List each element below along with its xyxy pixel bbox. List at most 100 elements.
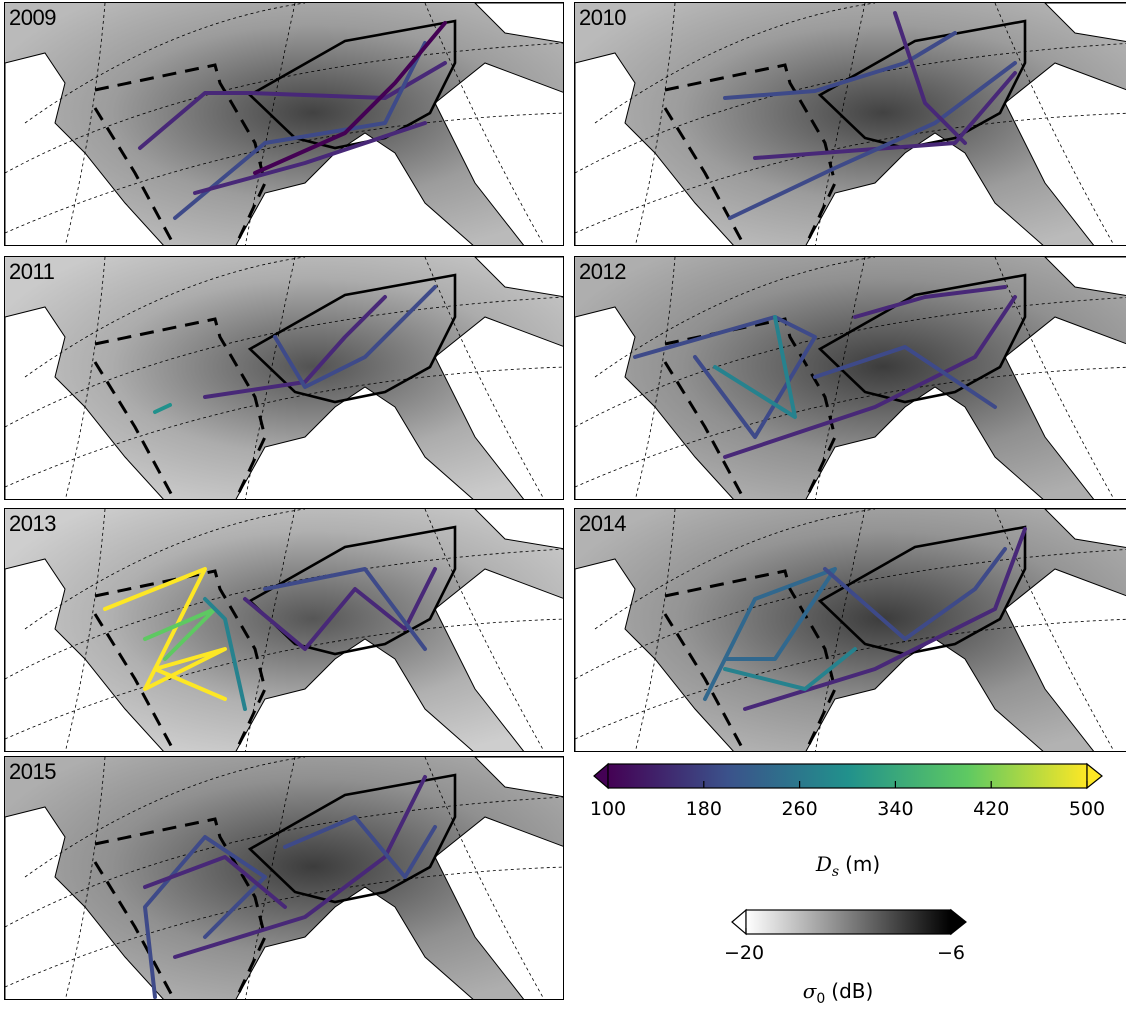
panel-year-label: 2015 [9, 759, 56, 784]
land-mask-archipelago [235, 886, 474, 999]
floe-size-track [743, 527, 1027, 711]
map-panel-2013: 2013 [4, 508, 564, 752]
dashed-region-boundary [94, 569, 267, 751]
ds-tick-label: 340 [877, 798, 913, 820]
graticule [575, 509, 1126, 751]
land-mask-archipelago [805, 386, 1044, 499]
ds-colorbar-bar [607, 763, 1088, 789]
ds-label: Ds (m) [815, 852, 880, 880]
dashed-region-boundary [94, 817, 267, 999]
panel-year-label: 2011 [9, 259, 55, 284]
land-mask-east [1004, 62, 1126, 245]
legend-area: 100 180 260 340 420 500 Ds (m) −20 −6 σ0 (dB) [574, 753, 1126, 1009]
ds-tick-label: 500 [1069, 798, 1105, 820]
floe-size-track [253, 21, 447, 175]
floe-size-track [283, 815, 437, 879]
land-mask-archipelago [805, 132, 1044, 245]
panel-year-label: 2013 [9, 511, 56, 536]
solid-region-boundary [247, 273, 457, 404]
graticule [575, 3, 1126, 245]
land-mask-east [434, 62, 563, 245]
floe-size-track [723, 647, 857, 691]
ds-tick-label: 180 [686, 798, 722, 820]
floe-size-track [173, 41, 427, 220]
dashed-region-west-edge [93, 613, 176, 751]
solid-region-boundary [247, 773, 457, 904]
dashed-region-west-edge [663, 613, 746, 751]
floe-size-track [143, 835, 267, 999]
floe-size-track [243, 567, 437, 651]
sigma-colorbar-extend-right [950, 908, 967, 936]
land-mask-archipelago [235, 638, 474, 751]
dashed-region-boundary [94, 63, 267, 245]
floe-size-track [153, 403, 172, 414]
graticule [5, 3, 563, 245]
floe-size-track [823, 547, 1007, 641]
floe-size-track [893, 11, 967, 145]
ds-tick-label: 420 [973, 798, 1009, 820]
floe-size-track [633, 315, 817, 439]
floe-size-track [203, 597, 247, 711]
land-mask-east [434, 816, 563, 999]
floe-size-track [753, 71, 1017, 160]
ds-colorbar: 100 180 260 340 420 500 Ds (m) [590, 762, 1105, 880]
floe-size-track [728, 61, 1017, 220]
sigma-tick-max: −6 [937, 942, 965, 964]
land-mask-north [1044, 257, 1126, 297]
floe-size-track [853, 285, 1007, 319]
dashed-region-boundary [664, 317, 837, 499]
land-mask-north [474, 757, 563, 798]
panel-year-label: 2012 [579, 259, 626, 284]
floe-size-track [723, 31, 957, 100]
panel-year-label: 2010 [579, 5, 626, 30]
land-mask-north [1044, 3, 1126, 43]
floe-size-track [263, 567, 427, 651]
dashed-region-west-edge [663, 361, 746, 499]
dashed-region-west-edge [93, 861, 176, 999]
floe-size-track [703, 567, 837, 701]
dashed-region-boundary [664, 569, 837, 751]
ds-tick-label: 260 [781, 798, 817, 820]
sigma-colorbar: −20 −6 σ0 (dB) [724, 908, 967, 1007]
graticule [575, 257, 1126, 499]
land-mask-east [434, 316, 563, 499]
dashed-region-west-edge [93, 361, 176, 499]
sigma-colorbar-extend-left [731, 908, 747, 936]
land-mask-north [474, 3, 563, 44]
land-mask-east [434, 568, 563, 751]
dashed-region-boundary [94, 317, 267, 499]
sigma-tick-min: −20 [724, 942, 764, 964]
land-mask-east [1004, 568, 1126, 751]
floe-size-track [143, 855, 287, 909]
ds-tick-label: 100 [590, 798, 626, 820]
dashed-region-west-edge [93, 107, 176, 245]
sigma-colorbar-bar [745, 909, 952, 935]
map-panel-2011: 2011 [4, 256, 564, 500]
ds-colorbar-extend-right [1086, 762, 1103, 790]
land-mask-east [1004, 316, 1126, 499]
panel-year-label: 2014 [579, 511, 626, 536]
floe-size-track [193, 121, 427, 195]
map-panel-2014: 2014 [574, 508, 1126, 752]
floe-size-track [813, 345, 997, 409]
graticule [5, 757, 563, 999]
floe-size-track [203, 295, 387, 399]
land-mask-north [474, 257, 563, 298]
map-panel-2012: 2012 [574, 256, 1126, 500]
land-mask-archipelago [235, 132, 474, 245]
map-panel-2010: 2010 [574, 2, 1126, 246]
map-panel-2015: 2015 [4, 756, 564, 1000]
land-mask-archipelago [235, 386, 474, 499]
panel-year-label: 2009 [9, 5, 56, 30]
ds-colorbar-extend-left [593, 762, 609, 790]
solid-region-boundary [817, 273, 1027, 404]
graticule [5, 509, 563, 751]
dashed-region-boundary [664, 63, 837, 245]
floe-size-track [173, 775, 427, 959]
floe-size-track [273, 285, 437, 389]
dashed-region-west-edge [663, 107, 746, 245]
sigma-label: σ0 (dB) [803, 979, 874, 1007]
solid-region-boundary [817, 525, 1027, 656]
map-panel-2009: 2009 [4, 2, 564, 246]
land-mask-north [1044, 509, 1126, 549]
